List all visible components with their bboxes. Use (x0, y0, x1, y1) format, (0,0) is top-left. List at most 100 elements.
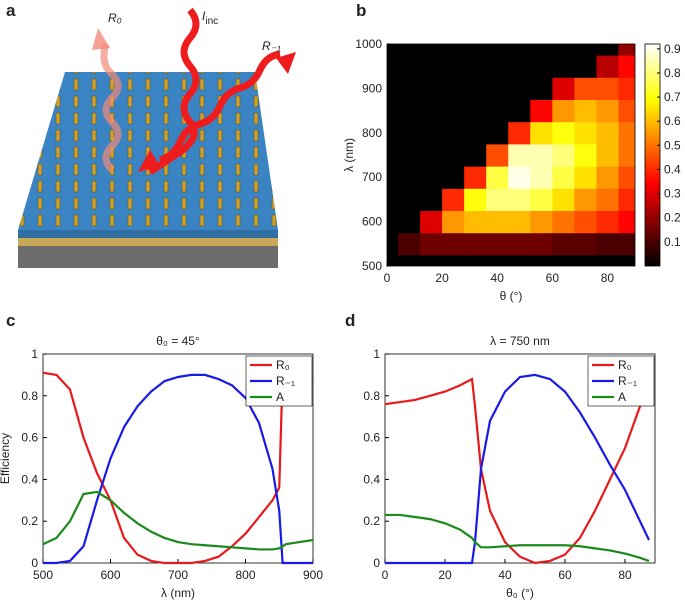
heatmap-cell (508, 232, 531, 256)
heatmap-cell (464, 99, 487, 123)
heatmap-cell (508, 210, 531, 234)
y-axis-label: λ (nm) (342, 138, 356, 172)
reflected-minus-one-wave (158, 50, 281, 164)
heatmap-cell (464, 210, 487, 234)
x-tick-label: 900 (303, 568, 323, 582)
illustration: a R₀ Iinc R₋₁ (6, 1, 296, 268)
heatmap-cell (508, 55, 531, 78)
heatmap-cell (508, 77, 531, 100)
heatmap-cell (530, 55, 553, 78)
heatmap-cell (420, 254, 443, 266)
heatmap-cell (398, 143, 421, 167)
y-tick-label: 1 (373, 347, 380, 361)
x-tick-label: 40 (491, 271, 505, 285)
heatmap-cell (387, 121, 399, 145)
panel-label: c (6, 311, 15, 330)
nanobars (18, 72, 278, 230)
heatmap-cell (508, 121, 531, 145)
heatmap-cell (398, 254, 421, 266)
heatmap-cell (398, 44, 421, 56)
heatmap-cell (574, 254, 597, 266)
x-axis-label: θ (°) (500, 289, 523, 303)
x-axis-label: λ (nm) (161, 586, 195, 600)
heatmap-cell (508, 166, 531, 189)
gold-layer (18, 238, 278, 246)
heatmap-cell (596, 55, 619, 78)
heatmap-cell (618, 166, 635, 189)
heatmap-cell (398, 210, 421, 234)
wave-label: Iinc (202, 9, 218, 27)
heatmap-cell (530, 143, 553, 167)
colorbar-tick-label: 0.2 (664, 211, 681, 225)
heatmap-cell (596, 121, 619, 145)
heatmap-cell (596, 99, 619, 123)
heatmap-cell (420, 166, 443, 189)
series-line (43, 373, 313, 565)
heatmap-cell (574, 44, 597, 56)
series-line (385, 373, 650, 565)
heatmap-cell (486, 210, 509, 234)
panel-label: d (345, 311, 355, 330)
heatmap-cell (552, 44, 575, 56)
y-tick-label: 900 (362, 81, 382, 95)
heatmap-cell (387, 55, 399, 78)
heatmap-cell (596, 44, 619, 56)
heatmap-cell (442, 55, 465, 78)
y-tick-label: 0.6 (21, 431, 38, 445)
legend-label: R₋₁ (618, 374, 637, 388)
heatmap-cell (530, 44, 553, 56)
heatmap-cell (552, 77, 575, 100)
reflected-zero-wave (100, 42, 122, 173)
legend-label: A (276, 390, 284, 404)
heatmap-cell (387, 188, 399, 211)
heatmap-cell (387, 44, 399, 56)
heatmap-cell (442, 77, 465, 100)
heatmap-cell (530, 232, 553, 256)
heatmap-cell (442, 166, 465, 189)
x-tick-label: 500 (33, 568, 53, 582)
heatmap-cell (508, 99, 531, 123)
y-tick-label: 0.6 (363, 431, 380, 445)
axes-frame (384, 353, 656, 564)
heatmap-cell (387, 166, 399, 189)
legend-label: R₀ (618, 358, 632, 372)
heatmap-cell (464, 55, 487, 78)
heatmap-cell (464, 121, 487, 145)
colorbar-tick-label: 0.7 (664, 90, 681, 104)
colorbar-tick-label: 0.4 (664, 162, 681, 176)
heatmap-cell (618, 232, 635, 256)
x-tick-label: 600 (100, 568, 120, 582)
heatmap-cell (442, 121, 465, 145)
heatmap-cell (398, 121, 421, 145)
x-tick-label: 0 (382, 568, 389, 582)
x-axis-label: θ₀ (°) (506, 586, 534, 600)
y-tick-label: 1000 (355, 37, 382, 51)
heatmap-cell (574, 188, 597, 211)
x-tick-label: 800 (235, 568, 255, 582)
heatmap-cell (552, 99, 575, 123)
heatmap-cell (442, 210, 465, 234)
legend-label: A (618, 390, 626, 404)
heatmap-cell (508, 44, 531, 56)
heatmap-cell (420, 99, 443, 123)
heatmap-cell (387, 143, 399, 167)
heatmap-cell (398, 232, 421, 256)
heatmap-cell (486, 166, 509, 189)
heatmap-cell (442, 188, 465, 211)
heatmap-cell (420, 188, 443, 211)
heatmap-cell (420, 143, 443, 167)
wave-label-main: I (202, 9, 206, 23)
heatmap-cell (530, 254, 553, 266)
heatmap-cell (508, 188, 531, 211)
x-tick-label: 80 (618, 568, 632, 582)
colorbar-tick-label: 0.6 (664, 114, 681, 128)
heatmap-cell (618, 143, 635, 167)
heatmap-cell (442, 99, 465, 123)
heatmap-cell (387, 77, 399, 100)
heatmap-cell (442, 254, 465, 266)
heatmap-cell (486, 188, 509, 211)
chart-title: θ₀ = 45° (156, 334, 200, 348)
heatmap-cell (420, 44, 443, 56)
heatmap-cell (618, 44, 635, 56)
heatmap-cell (464, 232, 487, 256)
